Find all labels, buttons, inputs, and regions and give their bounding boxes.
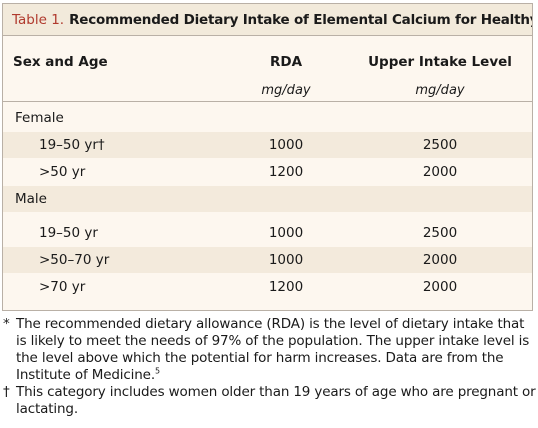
table-footnotes: * The recommended dietary allowance (RDA… — [2, 316, 536, 418]
rda-unit: mg/day — [261, 83, 311, 98]
table-row: >50 yr 1200 2000 — [3, 159, 532, 185]
rda-value: 1000 — [268, 137, 304, 153]
footnote-text: The recommended dietary allowance (RDA) … — [16, 316, 530, 383]
row-label: 19–50 yr† — [39, 137, 105, 153]
row-label: Male — [15, 191, 47, 207]
column-header-upper-intake: Upper Intake Level — [368, 54, 512, 70]
upper-intake-value: 2500 — [422, 137, 458, 153]
row-label: >50 yr — [39, 164, 86, 180]
row-label: >50–70 yr — [39, 252, 110, 268]
table-title: Recommended Dietary Intake of Elemental … — [69, 11, 533, 28]
table-row: 19–50 yr 1000 2500 — [3, 220, 532, 246]
footnote-rda: * The recommended dietary allowance (RDA… — [2, 316, 536, 384]
rda-value: 1000 — [268, 252, 304, 268]
footnote-text: This category includes women older than … — [16, 384, 536, 417]
upper-intake-value: 2000 — [422, 279, 458, 295]
rda-value: 1200 — [268, 164, 304, 180]
table-row: Female — [3, 105, 532, 131]
footnote-mark: † — [3, 384, 10, 400]
upper-intake-unit: mg/day — [415, 83, 465, 98]
table-label: Table 1. — [12, 11, 65, 28]
row-label: >70 yr — [39, 279, 86, 295]
column-header-rda: RDA — [269, 54, 303, 70]
row-label: Female — [15, 110, 64, 126]
table-title-bar: Table 1. Recommended Dietary Intake of E… — [3, 4, 532, 36]
rda-value: 1200 — [268, 279, 304, 295]
table-row: Male — [3, 186, 532, 212]
footnote-reference: 5 — [154, 366, 161, 376]
upper-intake-value: 2000 — [422, 252, 458, 268]
table-row: >50–70 yr 1000 2000 — [3, 247, 532, 273]
rda-value: 1000 — [268, 225, 304, 241]
calcium-intake-table: Table 1. Recommended Dietary Intake of E… — [2, 3, 533, 311]
table-row: 19–50 yr† 1000 2500 — [3, 132, 532, 158]
header-divider — [3, 101, 532, 102]
footnote-mark: * — [3, 316, 10, 332]
upper-intake-value: 2500 — [422, 225, 458, 241]
row-label: 19–50 yr — [39, 225, 98, 241]
column-header-sex-age: Sex and Age — [13, 54, 108, 70]
upper-intake-value: 2000 — [422, 164, 458, 180]
table-row: >70 yr 1200 2000 — [3, 274, 532, 300]
footnote-category: † This category includes women older tha… — [2, 384, 536, 418]
